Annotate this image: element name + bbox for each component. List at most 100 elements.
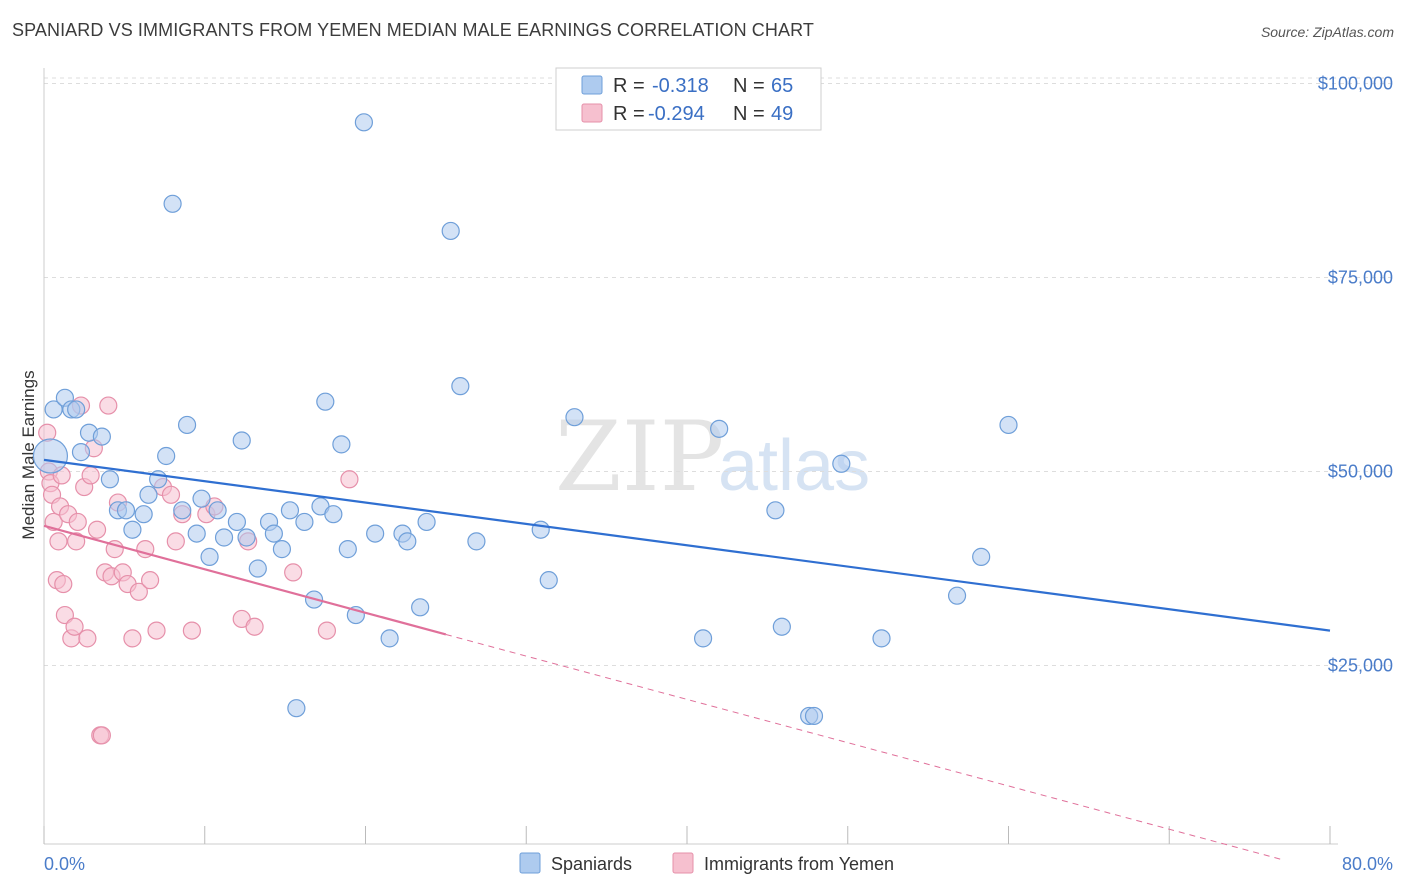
spaniard-point [710, 419, 729, 438]
legend-n-value-2: 49 [771, 103, 793, 125]
spaniard-point [565, 408, 584, 427]
bottom-legend-swatch-yemen [672, 852, 694, 874]
spaniard-point [248, 559, 267, 578]
yemen-point [123, 629, 142, 648]
spaniard-point [44, 400, 63, 419]
series-spaniards-points [32, 113, 1018, 726]
spaniard-point [173, 501, 192, 520]
spaniard-point [134, 505, 153, 524]
spaniards-trend-line [43, 458, 1331, 632]
yemen-point [317, 621, 337, 640]
spaniard-point [398, 532, 417, 551]
spaniard-point [451, 377, 470, 396]
yemen-point [55, 605, 74, 625]
source-label: Source: ZipAtlas.com [1260, 24, 1394, 40]
spaniard-point [411, 598, 430, 617]
legend-r-value-1: -0.318 [652, 75, 709, 97]
bottom-legend-yemen: Immigrants from Yemen [704, 854, 894, 874]
yemen-point [140, 571, 160, 590]
correlation-legend: R = -0.318 N = 65 R = -0.294 N = 49 [555, 67, 822, 131]
spaniard-point [417, 512, 436, 532]
legend-swatch-spaniards [581, 75, 603, 95]
spaniard-point [123, 520, 142, 539]
bottom-legend-spaniards: Spaniards [551, 854, 632, 874]
y-tick-label: $75,000 [1328, 268, 1393, 288]
spaniard-point [766, 501, 785, 520]
spaniard-point [295, 512, 314, 532]
bottom-legend-swatch-spaniards [519, 852, 541, 874]
x-tick-label-max: 80.0% [1342, 854, 1393, 874]
yemen-point [182, 621, 201, 640]
yemen-point [92, 726, 111, 745]
spaniard-point [214, 528, 234, 547]
spaniard-point [872, 629, 891, 648]
spaniard-point [693, 629, 713, 648]
yemen-point [54, 574, 73, 594]
spaniard-point [287, 699, 306, 718]
yemen-point [65, 617, 84, 636]
spaniard-point [316, 392, 335, 411]
spaniard-point [280, 501, 300, 520]
yemen-point [147, 621, 166, 640]
grid-lines [44, 77, 1392, 667]
spaniard-point [100, 470, 120, 489]
spaniard-point [338, 540, 357, 559]
yemen-point [129, 582, 148, 601]
spaniard-point [366, 524, 385, 543]
spaniard-point [772, 617, 791, 636]
legend-r-value-2: -0.294 [648, 103, 705, 125]
spaniard-point [157, 446, 176, 466]
yemen-point [99, 396, 118, 415]
y-axis-label: Median Male Earnings [19, 370, 38, 539]
legend-swatch-yemen [581, 103, 603, 123]
spaniard-point [972, 547, 991, 566]
y-tick-label: $100,000 [1318, 74, 1393, 94]
legend-n-label-2: N = [733, 103, 765, 125]
spaniard-point [947, 586, 967, 605]
yemen-point [78, 629, 97, 648]
spaniard-point [539, 571, 558, 590]
yemen-trend-extension [445, 633, 1282, 861]
spaniard-point [116, 501, 136, 520]
legend-r-label-2: R = [613, 103, 645, 125]
x-tick-label-min: 0.0% [44, 854, 85, 874]
spaniard-point [32, 438, 69, 474]
yemen-point [81, 466, 100, 485]
chart-title: SPANIARD VS IMMIGRANTS FROM YEMEN MEDIAN… [12, 20, 814, 40]
spaniard-point [999, 415, 1018, 435]
spaniard-point [332, 435, 351, 454]
yemen-point [161, 485, 181, 504]
spaniard-point [67, 400, 86, 419]
series-immigrants-from-yemen-points [38, 396, 359, 745]
spaniard-point [163, 194, 182, 213]
legend-r-label-1: R = [613, 75, 645, 97]
yemen-point [68, 512, 87, 532]
spaniard-point [441, 221, 460, 241]
spaniard-point [139, 485, 158, 504]
trend-lines [43, 458, 1331, 861]
y-tick-label: $25,000 [1328, 656, 1393, 676]
x-axis-ticks [43, 826, 1331, 844]
series-legend: Spaniards Immigrants from Yemen [519, 852, 894, 874]
y-axis-tick-labels: $25,000 $50,000 $75,000 $100,000 [1318, 74, 1393, 676]
spaniard-point [71, 443, 91, 462]
legend-n-label-1: N = [733, 75, 765, 97]
yemen-point [87, 520, 107, 539]
spaniard-point [264, 524, 283, 543]
spaniard-point [354, 113, 373, 132]
spaniard-point [324, 505, 343, 524]
spaniard-point [272, 540, 292, 559]
spaniard-point [227, 512, 246, 532]
yemen-point [245, 617, 264, 636]
spaniard-point [208, 501, 227, 520]
spaniard-point [531, 520, 550, 539]
yemen-point [166, 532, 185, 551]
spaniard-point [380, 629, 399, 648]
yemen-trend-line [43, 524, 447, 636]
spaniard-point [804, 706, 824, 726]
yemen-point [49, 532, 68, 551]
spaniard-point [832, 454, 851, 473]
spaniard-point [237, 528, 256, 547]
spaniard-point [187, 524, 206, 543]
